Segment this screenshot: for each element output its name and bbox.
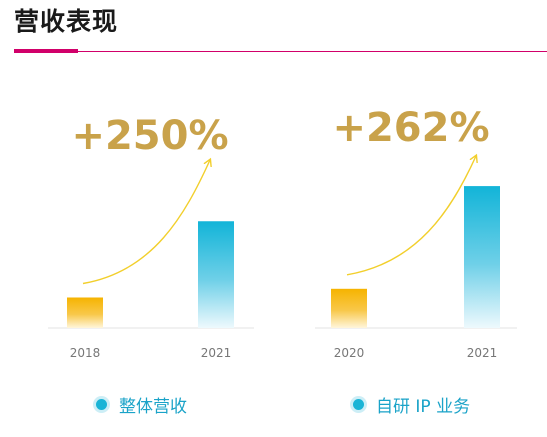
title-divider <box>14 51 547 52</box>
legend-dot-icon <box>96 399 107 410</box>
tick-label-chart-2-2021: 2021 <box>467 346 498 360</box>
tick-label-chart-2-2020: 2020 <box>334 346 365 360</box>
growth-label-chart-1: +250% <box>71 113 228 159</box>
bar-chart-2-2021 <box>464 186 500 328</box>
page-title: 营收表现 <box>14 7 119 36</box>
tick-label-chart-1-2018: 2018 <box>70 346 101 360</box>
legend-label-chart-2: 自研 IP 业务 <box>376 397 471 417</box>
growth-arrow-chart-1 <box>82 160 210 285</box>
bar-chart-1-2018 <box>67 297 103 328</box>
legend-chart-1: 整体营收 <box>96 392 187 417</box>
title-accent-bar <box>14 49 78 53</box>
legend-chart-2: 自研 IP 业务 <box>353 392 470 417</box>
bar-chart-1-2021 <box>198 221 234 328</box>
growth-label-chart-2: +262% <box>332 105 489 151</box>
tick-label-chart-1-2021: 2021 <box>201 346 232 360</box>
legend-label-chart-1: 整体营收 <box>119 397 187 417</box>
growth-arrow-chart-2 <box>346 156 476 276</box>
legend-dot-icon <box>353 399 364 410</box>
bar-chart-2-2020 <box>331 288 367 328</box>
